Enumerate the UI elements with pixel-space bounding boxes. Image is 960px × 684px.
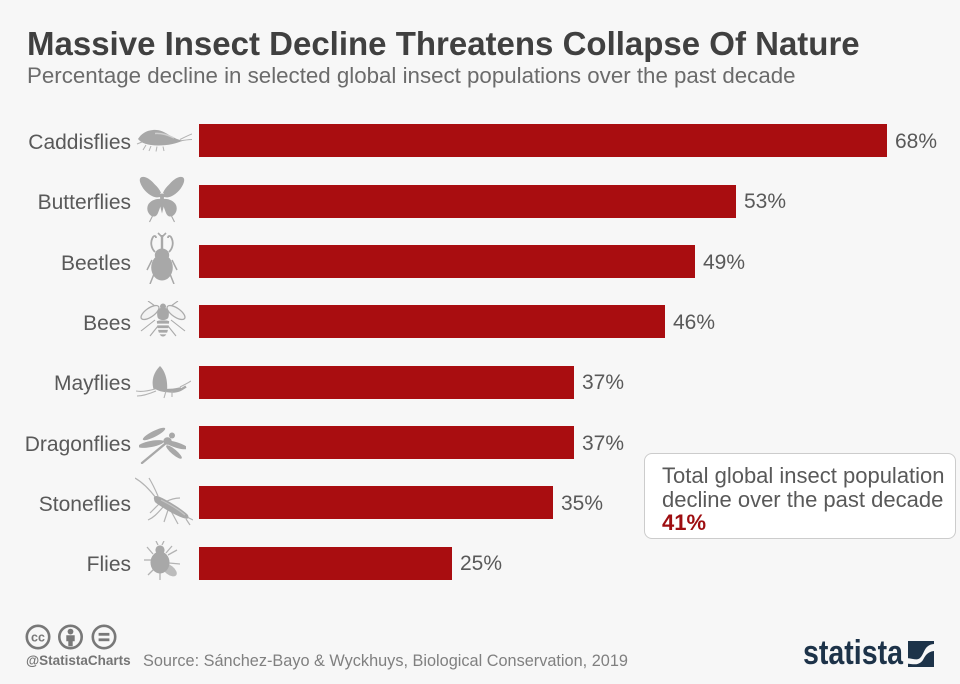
svg-text:cc: cc bbox=[31, 630, 45, 644]
